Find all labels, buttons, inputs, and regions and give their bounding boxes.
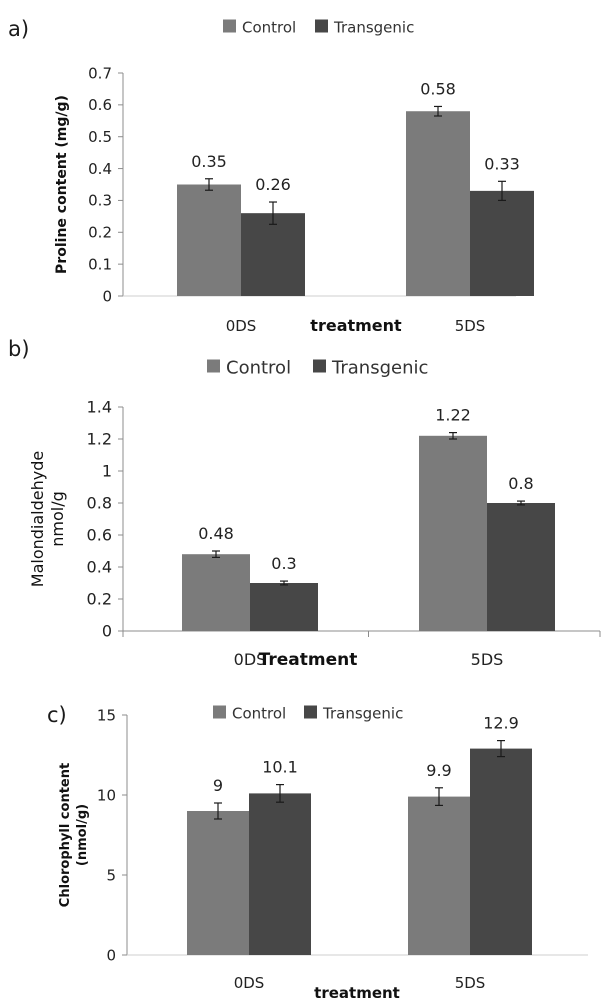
legend-swatch-transgenic [315,19,328,33]
chart-panel-a: a) Control Transgenic 0 0.1 0.2 0.3 0.4 0.5 0.6 0.… [8,17,534,335]
bar-transgenic-0ds [241,213,305,296]
legend-label-transgenic: Transgenic [333,18,414,36]
y-tick-label: 1.4 [87,398,112,417]
legend-label-transgenic: Transgenic [322,704,403,722]
chart-panel-b: b) Control Transgenic 0 0.2 0.4 0.6 0.8 1 1.2 1.4 0… [8,337,601,670]
bar-transgenic-0ds [250,583,318,631]
legend-label-control: Control [242,18,296,36]
data-label: 9.9 [426,761,451,780]
y-axis-title: Proline content (mg/g) [54,95,70,274]
y-tick-label: 0.4 [87,558,112,577]
y-tick-label: 10 [97,786,116,804]
bar-control-0ds [187,811,249,955]
y-axis-title-line: Chlorophyll content [58,763,73,907]
x-tick-label: 0DS [234,650,267,669]
y-tick-label: 0.6 [87,526,112,545]
y-tick-label: 0.2 [88,224,112,242]
y-tick-label: 1.2 [87,430,112,449]
bar-transgenic-5ds [487,503,555,631]
y-tick-label: 0.7 [88,64,112,82]
data-label: 1.22 [435,406,471,425]
panel-label: b) [8,337,30,361]
legend-swatch-control [223,19,236,33]
y-tick-label: 0.5 [88,128,112,146]
y-tick-label: 0 [102,287,112,305]
x-tick-label: 5DS [471,650,504,669]
y-tick-label: 1 [102,462,112,481]
legend-label-transgenic: Transgenic [331,357,428,378]
legend-swatch-transgenic [313,359,326,373]
y-tick-label: 0.6 [88,96,112,114]
data-label: 0.35 [191,152,227,171]
x-axis-title: treatment [314,984,400,1001]
bar-control-0ds [182,554,250,631]
bar-transgenic-5ds [470,190,534,296]
y-tick-label: 5 [106,866,116,884]
y-tick-label: 0.3 [88,192,112,210]
x-tick-label: 0DS [226,317,257,335]
y-tick-label: 0.2 [87,590,112,609]
legend-swatch-transgenic [304,705,317,719]
panel-label: a) [8,17,29,41]
bar-transgenic-5ds [470,748,532,955]
y-tick-label: 15 [97,706,116,724]
bar-control-5ds [406,111,470,296]
x-tick-label: 5DS [455,974,486,992]
bar-control-5ds [419,435,487,631]
x-tick-label: 5DS [455,317,486,335]
chart-panel-c: c) Control Transgenic 0 5 10 15 9 10.1 0DS 9.9 12.9… [47,703,588,1001]
data-label: 0.48 [198,524,234,543]
bar-control-0ds [177,184,241,296]
data-label: 0.26 [255,175,291,194]
y-tick-label: 0 [106,946,116,964]
y-tick-label: 0.8 [87,494,112,513]
x-tick-label: 0DS [234,974,265,992]
y-axis-title-line: Malondialdehyde [28,451,47,587]
data-label: 0.8 [508,474,533,493]
legend-label-control: Control [226,357,291,378]
data-label: 12.9 [483,714,519,733]
data-label: 10.1 [262,758,298,777]
y-tick-label: 0.1 [88,255,112,273]
legend-swatch-control [207,359,220,373]
y-axis-title-line: nmol/g [48,491,67,547]
data-label: 0.58 [420,79,456,98]
x-axis-title: Treatment [259,650,358,670]
y-tick-label: 0 [102,622,112,641]
legend-label-control: Control [232,704,286,722]
x-axis-title: treatment [310,316,402,335]
data-label: 9 [213,776,223,795]
bar-control-5ds [408,796,470,955]
panel-label: c) [47,703,67,727]
data-label: 0.3 [271,554,296,573]
y-axis-title-line: (nmol/g) [75,804,90,866]
legend-swatch-control [213,705,226,719]
y-tick-label: 0.4 [88,160,112,178]
bar-transgenic-0ds [249,793,311,955]
data-label: 0.33 [484,154,520,173]
